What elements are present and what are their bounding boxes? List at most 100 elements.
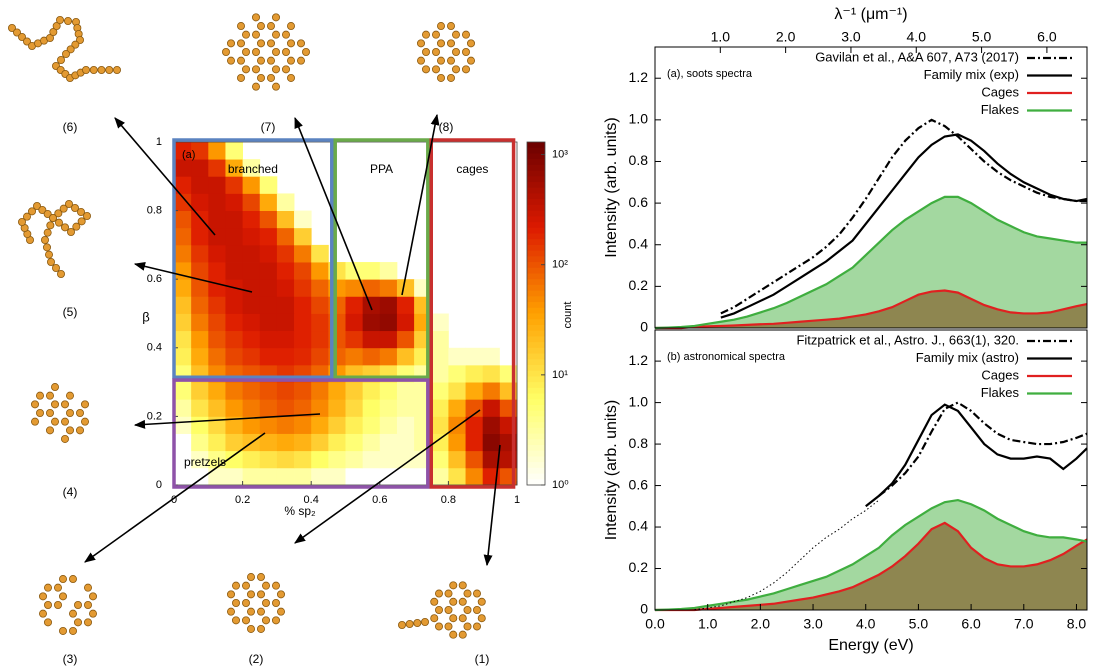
- atom: [246, 607, 255, 616]
- heatmap-cell: [174, 416, 192, 434]
- heatmap-cell: [191, 433, 209, 452]
- heatmap-cell: [191, 142, 209, 160]
- colorbar-step: [527, 227, 545, 234]
- heatmap-cell: [294, 467, 312, 486]
- colorbar-step: [527, 176, 545, 183]
- atom: [231, 581, 240, 590]
- heatmap-cell: [396, 450, 415, 469]
- atom: [281, 65, 290, 74]
- heatmap-cell: [225, 227, 243, 246]
- colorbar-step: [527, 422, 545, 429]
- arrow: [84, 432, 266, 563]
- atom: [261, 581, 270, 590]
- heatmap-cell: [379, 399, 398, 417]
- heatmap-cell: [174, 399, 192, 417]
- heatmap-cell: [448, 364, 466, 383]
- heatmap-cell: [431, 450, 449, 469]
- heatmap-cell: [362, 347, 381, 366]
- heatmap-cell: [294, 399, 312, 417]
- legend-label: Flakes: [981, 385, 1020, 400]
- arrows: [84, 113, 501, 567]
- x-axis-label: Energy (eV): [828, 637, 913, 654]
- atom: [113, 66, 122, 75]
- atom: [276, 590, 285, 599]
- atom: [46, 426, 55, 435]
- heatmap-cell: [208, 262, 226, 280]
- y-axis-label: Intensity (arb. units): [603, 400, 620, 541]
- heatmap-cell: [276, 330, 295, 349]
- heatmap-cell: [242, 313, 261, 332]
- heatmap-cell: [396, 313, 415, 332]
- atom: [246, 590, 255, 599]
- heatmap-cell: [396, 416, 415, 434]
- x-tick-label: 0.0: [645, 616, 665, 632]
- heatmap-cell: [345, 347, 364, 366]
- heatmap-cell: [225, 433, 243, 452]
- area-fill: [655, 290, 1087, 328]
- heatmap-cell: [294, 433, 312, 452]
- atom: [36, 391, 45, 400]
- heatmap-cell: [242, 210, 261, 229]
- heatmap-cell: [174, 142, 192, 160]
- heatmap-cell: [276, 227, 295, 246]
- heatmap-cell: [242, 176, 261, 194]
- atom: [69, 626, 78, 635]
- colorbar-step: [527, 267, 545, 274]
- heatmap-cell: [225, 313, 243, 332]
- heatmap-cell: [311, 330, 329, 349]
- heatmap-cell: [276, 193, 295, 211]
- heatmap-cell: [396, 296, 415, 314]
- colorbar-step: [527, 387, 545, 395]
- atom: [286, 56, 295, 65]
- atom: [76, 426, 85, 435]
- atom: [413, 619, 422, 628]
- heatmap-cell: [362, 450, 381, 469]
- arrow: [294, 409, 481, 544]
- heatmap-cell: [208, 210, 226, 229]
- atom: [451, 48, 460, 57]
- atom: [66, 408, 75, 417]
- colorbar-step: [527, 187, 545, 194]
- heatmap-cell: [396, 467, 415, 486]
- atom: [286, 22, 295, 31]
- atom: [271, 616, 280, 625]
- atom: [266, 73, 275, 82]
- atom: [52, 21, 61, 30]
- atom: [434, 622, 443, 631]
- series-line: [878, 401, 1088, 497]
- heatmap-cell: [465, 467, 484, 486]
- heatmap-cell: [276, 296, 295, 314]
- heatmap-cell: [225, 296, 243, 314]
- atom: [77, 217, 86, 226]
- colorbar-step: [527, 244, 545, 252]
- atom: [256, 573, 265, 582]
- atom: [461, 48, 470, 57]
- colorbar-step: [527, 416, 545, 423]
- atom: [57, 269, 66, 278]
- heatmap-cell: [242, 279, 261, 297]
- atom: [56, 15, 65, 24]
- atom: [49, 27, 58, 36]
- atom: [430, 614, 439, 623]
- atom: [69, 575, 78, 584]
- heatmap-cell: [345, 330, 364, 349]
- atom: [286, 73, 295, 82]
- x-tick-label: 8.0: [1067, 616, 1087, 632]
- heatmap-cell: [379, 416, 398, 434]
- atom: [444, 589, 453, 598]
- heatmap-cell: [242, 467, 261, 486]
- heatmap-panel: 0 0.2 0.4 0.6 0.8 1 0 0.2 0.4 0.6 0.8 1 % sp₂ β (a) bra…: [142, 136, 574, 518]
- atom: [69, 609, 78, 618]
- atom: [44, 618, 53, 627]
- heatmap-cell: [242, 347, 261, 366]
- atom: [256, 607, 265, 616]
- heatmap-cell: [225, 176, 243, 194]
- structure-label: (4): [63, 485, 78, 499]
- y-tick-label: 0.8: [147, 205, 162, 217]
- colorbar-step: [527, 164, 545, 172]
- x-tick-label: 3.0: [803, 616, 823, 632]
- heatmap-cell: [259, 450, 278, 469]
- atom: [466, 39, 475, 48]
- heatmap-cell: [448, 450, 466, 469]
- legend-label: Fitzpatrick et al., Astro. J., 663(1), 3…: [796, 332, 1019, 347]
